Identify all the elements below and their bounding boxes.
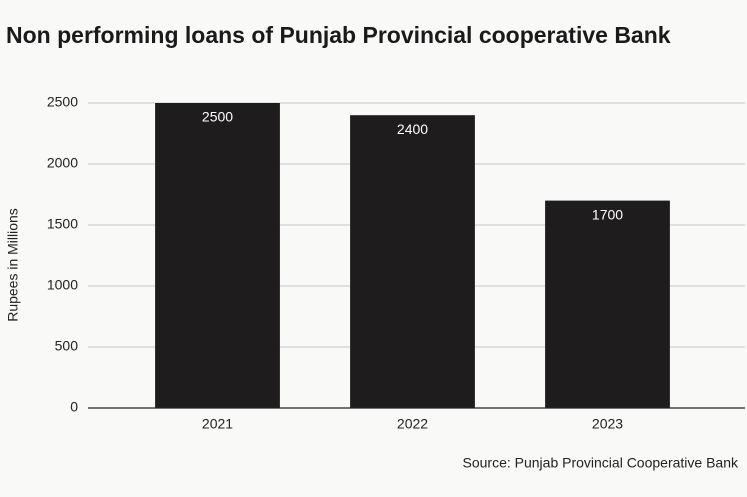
y-tick-label: 0 [70, 399, 78, 415]
x-tick-label: 2022 [397, 416, 428, 432]
bar [155, 103, 280, 408]
y-tick-label: 2500 [47, 94, 78, 110]
chart-title: Non performing loans of Punjab Provincia… [6, 22, 671, 48]
y-tick-label: 2000 [47, 155, 78, 171]
data-label: 2400 [397, 121, 428, 137]
bar [545, 200, 670, 408]
y-tick-label: 500 [55, 338, 79, 354]
bar [350, 115, 475, 408]
data-label: 2500 [202, 109, 233, 125]
source-note: Source: Punjab Provincial Cooperative Ba… [463, 455, 739, 471]
data-label: 1700 [592, 206, 623, 222]
y-tick-label: 1000 [47, 277, 78, 293]
x-tick-label: 2023 [592, 416, 623, 432]
x-tick-label: 2021 [202, 416, 233, 432]
y-tick-label: 1500 [47, 216, 78, 232]
y-axis-title: Rupees in Millions [5, 208, 21, 322]
